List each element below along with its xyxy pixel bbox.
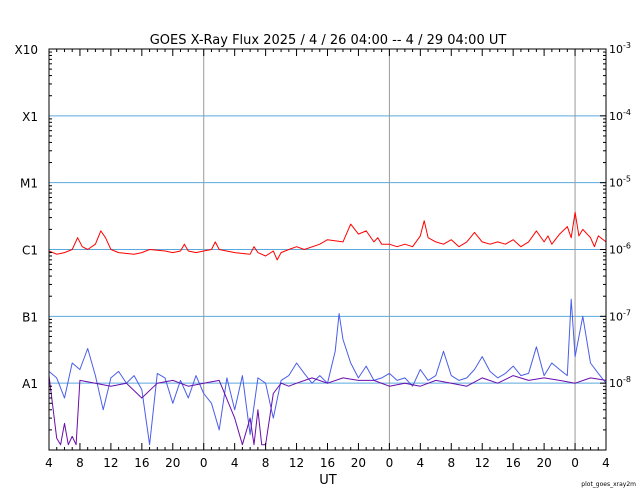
x-tick-label: 16 <box>506 456 521 470</box>
x-tick-label: 0 <box>571 456 579 470</box>
x-tick-label: 12 <box>475 456 490 470</box>
x-tick-label: 16 <box>320 456 335 470</box>
y-left-tick-label: B1 <box>22 310 38 324</box>
x-tick-label: 12 <box>103 456 118 470</box>
y-left-tick-label: C1 <box>22 244 38 258</box>
y-left-tick-label: X10 <box>15 43 39 57</box>
flux-series-line <box>48 211 607 261</box>
axis-layer: X10 X1 M1 C1 B1 A1 10-3 10-4 10-5 10-6 10-7 10-8 4 8 1… <box>15 41 631 470</box>
x-tick-label: 0 <box>200 456 208 470</box>
flux-series-line <box>48 375 607 446</box>
x-tick-label: 12 <box>289 456 304 470</box>
y-left-tick-label: X1 <box>22 110 38 124</box>
y-right-tick-label: 10-4 <box>609 108 631 123</box>
x-tick-label: 4 <box>602 456 610 470</box>
x-tick-label: 20 <box>536 456 551 470</box>
y-right-tick-label: 10-6 <box>609 242 631 257</box>
grid-layer <box>49 49 606 450</box>
series-layer <box>48 211 607 446</box>
x-tick-label: 4 <box>45 456 53 470</box>
flux-series-line <box>48 298 607 446</box>
x-tick-label: 4 <box>417 456 425 470</box>
y-left-tick-label: A1 <box>22 377 38 391</box>
y-right-tick-label: 10-7 <box>609 308 631 323</box>
x-tick-label: 0 <box>386 456 394 470</box>
x-tick-label: 16 <box>134 456 149 470</box>
x-tick-label: 20 <box>165 456 180 470</box>
x-tick-label: 4 <box>231 456 239 470</box>
credit-text: plot_goes_xray2m <box>581 481 636 488</box>
x-tick-label: 20 <box>351 456 366 470</box>
y-right-tick-label: 10-8 <box>609 375 631 390</box>
y-right-tick-label: 10-5 <box>609 175 631 190</box>
y-left-tick-label: M1 <box>20 177 38 191</box>
y-right-tick-label: 10-3 <box>609 41 631 56</box>
chart-title: GOES X-Ray Flux 2025 / 4 / 26 04:00 -- 4… <box>150 33 507 48</box>
x-axis-label: UT <box>319 473 337 488</box>
x-tick-label: 8 <box>447 456 455 470</box>
x-tick-label: 8 <box>76 456 84 470</box>
x-tick-label: 8 <box>262 456 270 470</box>
